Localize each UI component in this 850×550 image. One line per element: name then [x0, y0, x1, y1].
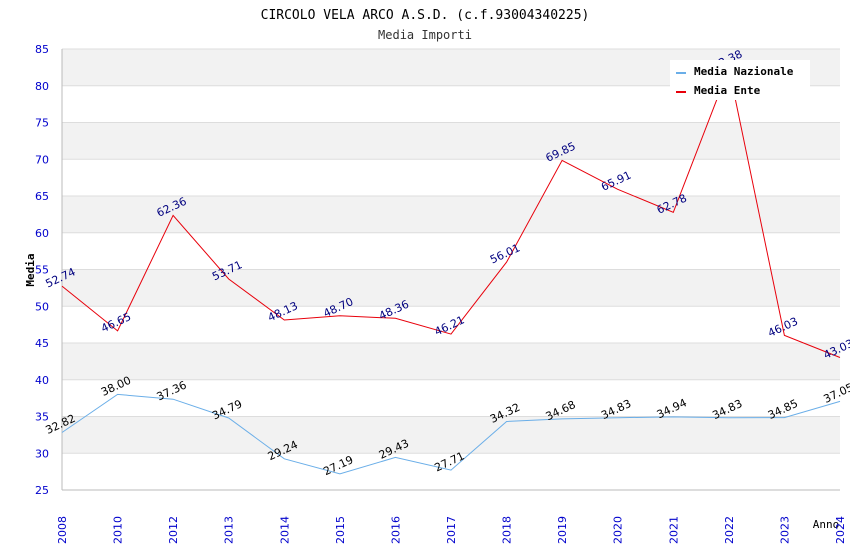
plot-band	[62, 416, 840, 454]
x-tick-label: 2018	[501, 516, 514, 544]
x-tick-label: 2022	[723, 516, 736, 544]
x-tick-labels: 2008 2010 2012 2013 2014 2015 2016 2017 2018 2019…	[56, 516, 847, 544]
chart-subtitle: Media Importi	[378, 28, 472, 42]
x-tick-label: 2019	[556, 516, 569, 544]
y-tick-label: 70	[35, 153, 49, 166]
legend-box	[670, 60, 810, 100]
x-tick-label: 2016	[389, 516, 402, 544]
x-tick-label: 2010	[112, 516, 125, 544]
plot-band	[62, 159, 840, 196]
axes	[61, 49, 840, 491]
x-tick-label: 2013	[223, 516, 236, 544]
y-tick-label: 60	[35, 227, 49, 240]
y-tick-label: 40	[35, 374, 49, 387]
y-tick-label: 75	[35, 117, 49, 130]
x-tick-label: 2017	[445, 516, 458, 544]
x-tick-label: 2023	[778, 516, 791, 544]
y-tick-label: 25	[35, 484, 49, 497]
x-axis-label: Anno	[813, 518, 840, 531]
x-tick-label: 2014	[278, 516, 291, 544]
y-tick-labels: 25 30 35 40 45 50 55 60 65 70 75 80 85	[35, 43, 49, 497]
y-tick-label: 80	[35, 80, 49, 93]
series-line-media-nazionale	[61, 393, 841, 475]
plot-band	[62, 122, 840, 160]
plot-band	[62, 232, 840, 270]
x-tick-label: 2021	[667, 516, 680, 544]
plot-band	[62, 453, 840, 490]
chart-title: CIRCOLO VELA ARCO A.S.D. (c.f.9300434022…	[261, 8, 590, 23]
y-axis-label: Media	[24, 253, 37, 286]
plot-band	[62, 306, 840, 343]
x-tick-label: 2008	[56, 516, 69, 544]
series-line-media-ente	[61, 66, 841, 358]
plot-band	[62, 196, 840, 233]
y-tick-label: 35	[35, 411, 49, 424]
plot-band	[62, 269, 840, 307]
y-tick-label: 65	[35, 190, 49, 203]
y-tick-label: 85	[35, 43, 49, 56]
legend-label-media-nazionale: Media Nazionale	[694, 65, 794, 78]
y-tick-label: 45	[35, 337, 49, 350]
x-tick-label: 2012	[167, 516, 180, 544]
plot-band	[62, 343, 840, 380]
legend-label-media-ente: Media Ente	[694, 84, 761, 97]
x-tick-label: 2024	[834, 516, 847, 544]
x-tick-label: 2015	[334, 516, 347, 544]
y-tick-label: 55	[35, 264, 49, 277]
legend: Media Nazionale Media Ente	[670, 60, 810, 100]
y-tick-label: 30	[35, 447, 49, 460]
plot-background	[62, 49, 840, 490]
plot-band	[62, 379, 840, 417]
y-tick-label: 50	[35, 300, 49, 313]
series-lines	[61, 66, 841, 475]
x-tick-label: 2020	[612, 516, 625, 544]
